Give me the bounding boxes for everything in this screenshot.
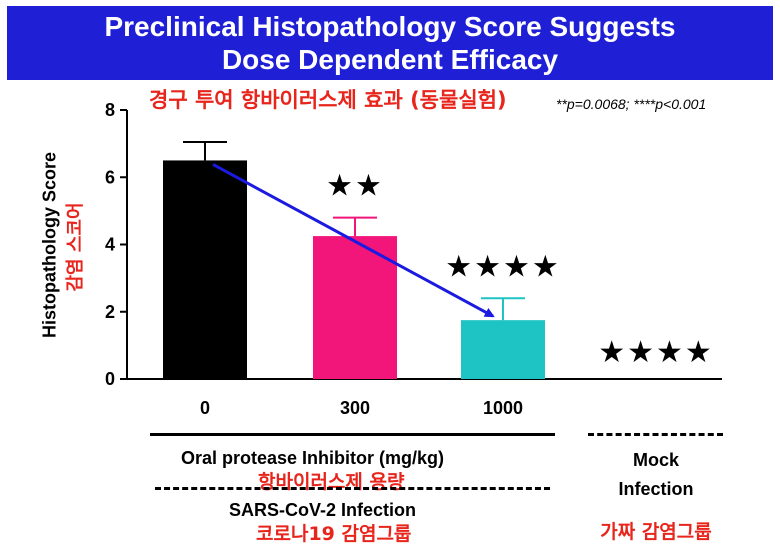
y-tick-label-3: 6 [105,167,115,187]
x-tick-label-2: 1000 [482,398,524,418]
trend-arrow [212,163,495,318]
infection-dashed-rule [155,487,550,490]
y-tick-label-2: 4 [105,235,115,255]
inhibitor-solid-rule [150,433,555,436]
title-line-1: Preclinical Histopathology Score Suggest… [104,11,676,42]
x-tick-label-0: 0 [199,398,211,418]
significance-stars-3: ★★★★ [598,335,714,370]
infection-label: SARS-CoV-2 Infection [229,500,417,520]
bar-2 [461,320,545,379]
mock-label-korean: 가짜 감염그룹 [600,521,712,543]
mock-label-line-1: Mock [632,450,680,470]
title-banner: Preclinical Histopathology Score Suggest… [7,6,773,80]
bar-1 [313,236,397,379]
y-tick-label-1: 2 [105,302,115,322]
korean-subtitle: 경구 투여 항바이러스제 효과 (동물실험) [149,88,507,112]
infection-label-korean: 코로나19 감염그룹 [256,523,412,545]
mock-dashed-rule-top [588,433,723,436]
pvalue-note: **p=0.0068; ****p<0.001 [556,96,707,112]
significance-stars-2: ★★★★ [445,249,561,284]
bar-0 [163,160,247,379]
inhibitor-label: Oral protease Inhibitor (mg/kg) [181,448,445,468]
y-tick-label-0: 0 [105,369,115,389]
x-tick-label-1: 300 [339,398,371,418]
title-line-2: Dose Dependent Efficacy [221,44,559,75]
y-tick-label-4: 8 [105,100,115,120]
significance-stars-1: ★★ [326,169,384,204]
mock-label-line-2: Infection [618,479,694,499]
